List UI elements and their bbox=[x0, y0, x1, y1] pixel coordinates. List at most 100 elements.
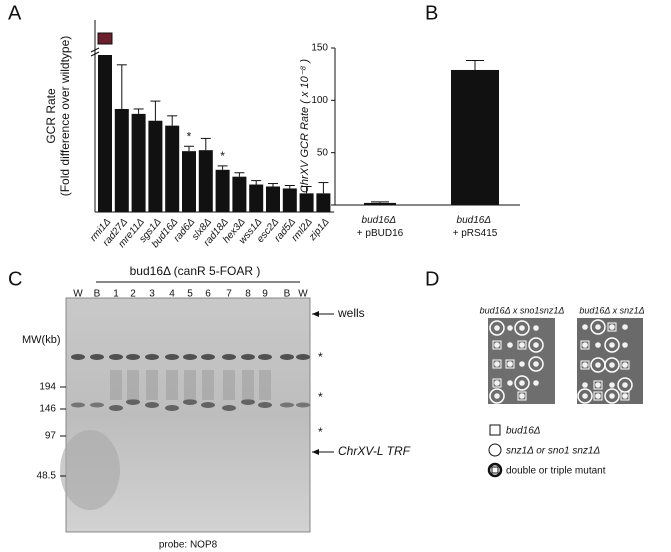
gel-side-label: wells bbox=[337, 306, 365, 320]
gel-band bbox=[109, 354, 123, 360]
lane-label: 4 bbox=[169, 289, 175, 300]
colony bbox=[507, 361, 513, 367]
panel-label: D bbox=[425, 268, 439, 290]
gel-band bbox=[145, 402, 159, 408]
lane-label: B bbox=[94, 289, 101, 300]
gel-band bbox=[201, 354, 215, 360]
gel-smear bbox=[202, 370, 214, 400]
gel-band bbox=[90, 402, 104, 408]
colony bbox=[533, 380, 539, 386]
marker-square bbox=[620, 360, 630, 370]
colony bbox=[519, 393, 525, 399]
mw-label: 48.5 bbox=[37, 471, 57, 482]
y-tick-label: 50 bbox=[317, 147, 329, 158]
colony bbox=[507, 380, 513, 386]
colony bbox=[595, 362, 601, 368]
gel-smear bbox=[242, 370, 254, 400]
bar bbox=[364, 202, 396, 205]
marker-square bbox=[593, 391, 603, 401]
gel-smear bbox=[184, 370, 196, 400]
colony bbox=[622, 362, 628, 368]
colony bbox=[494, 393, 500, 399]
lane-label: 5 bbox=[187, 289, 193, 300]
bar bbox=[98, 55, 112, 212]
gel-band bbox=[71, 402, 85, 408]
colonies bbox=[489, 319, 633, 404]
x-tick-label: bud16Δ + pBUD16 bbox=[357, 215, 404, 239]
gel-band bbox=[222, 354, 236, 360]
gel-band bbox=[183, 399, 197, 405]
bar bbox=[249, 184, 264, 212]
colony bbox=[494, 325, 500, 331]
colony bbox=[582, 382, 588, 388]
lane-label: 9 bbox=[262, 289, 268, 300]
marker-square bbox=[492, 378, 502, 388]
gel-band bbox=[126, 399, 140, 405]
significance-marker: * bbox=[220, 149, 225, 163]
bar bbox=[299, 193, 314, 212]
bar bbox=[266, 186, 280, 212]
lane-label: W bbox=[73, 289, 83, 300]
bar bbox=[148, 120, 163, 212]
colony bbox=[582, 324, 588, 330]
marker-square bbox=[580, 340, 590, 350]
legend-text: snz1Δ or sno1 snz1Δ bbox=[506, 446, 600, 457]
marker-square bbox=[593, 380, 603, 390]
bar bbox=[215, 169, 230, 212]
y-axis-label: GCR Rate bbox=[44, 88, 58, 144]
panel-label: C bbox=[8, 268, 22, 290]
lane-label: 6 bbox=[205, 289, 211, 300]
marker-circle bbox=[604, 337, 620, 353]
gel-side-label: ChrXV-L TRF bbox=[338, 444, 411, 458]
colony bbox=[519, 380, 525, 386]
mw-label: 97 bbox=[45, 431, 57, 442]
colony bbox=[595, 342, 601, 348]
gel-smear bbox=[223, 370, 235, 400]
bar-break-segment bbox=[97, 32, 113, 45]
gel-group-label: bud16Δ (canR 5-FOAR ) bbox=[130, 264, 261, 278]
marker-circle bbox=[604, 388, 620, 404]
y-tick-label: 0 bbox=[322, 200, 328, 211]
colony bbox=[609, 342, 615, 348]
colony bbox=[533, 325, 539, 331]
colony bbox=[533, 361, 539, 367]
gel-band bbox=[280, 354, 294, 360]
colony bbox=[595, 393, 601, 399]
gel-band bbox=[126, 354, 140, 360]
marker-circle bbox=[528, 337, 544, 353]
plate-title: bud16Δ x snz1Δ bbox=[579, 305, 644, 315]
colony bbox=[519, 342, 525, 348]
gel-smear bbox=[166, 370, 178, 400]
legend-square bbox=[489, 424, 501, 436]
gel-band bbox=[241, 399, 255, 405]
gel-band bbox=[165, 354, 179, 360]
gel-band bbox=[165, 405, 179, 411]
colony bbox=[582, 393, 588, 399]
marker-circle bbox=[590, 319, 606, 335]
colony bbox=[494, 380, 500, 386]
bar bbox=[182, 151, 196, 212]
axis-break bbox=[90, 47, 100, 53]
lane-label: 7 bbox=[226, 289, 232, 300]
gel-smear bbox=[146, 370, 158, 400]
lane-label: 1 bbox=[113, 289, 119, 300]
colony bbox=[582, 342, 588, 348]
y-axis-label: (Fold difference over wildtype) bbox=[58, 36, 72, 197]
plate-title: bud16Δ x sno1snz1Δ bbox=[480, 305, 565, 315]
gel-band bbox=[145, 354, 159, 360]
gel-band bbox=[222, 405, 236, 411]
gel-band bbox=[90, 354, 104, 360]
colony bbox=[533, 342, 539, 348]
marker-square bbox=[492, 340, 502, 350]
plate-image bbox=[488, 318, 555, 404]
panel-label: B bbox=[425, 2, 438, 24]
gel-side-label: * bbox=[318, 425, 323, 439]
y-tick-label: 150 bbox=[311, 43, 328, 54]
colony bbox=[494, 342, 500, 348]
colony bbox=[622, 382, 628, 388]
gel-band bbox=[296, 402, 310, 408]
marker-circle bbox=[489, 320, 505, 336]
marker-circle bbox=[514, 320, 530, 336]
colony bbox=[507, 342, 513, 348]
